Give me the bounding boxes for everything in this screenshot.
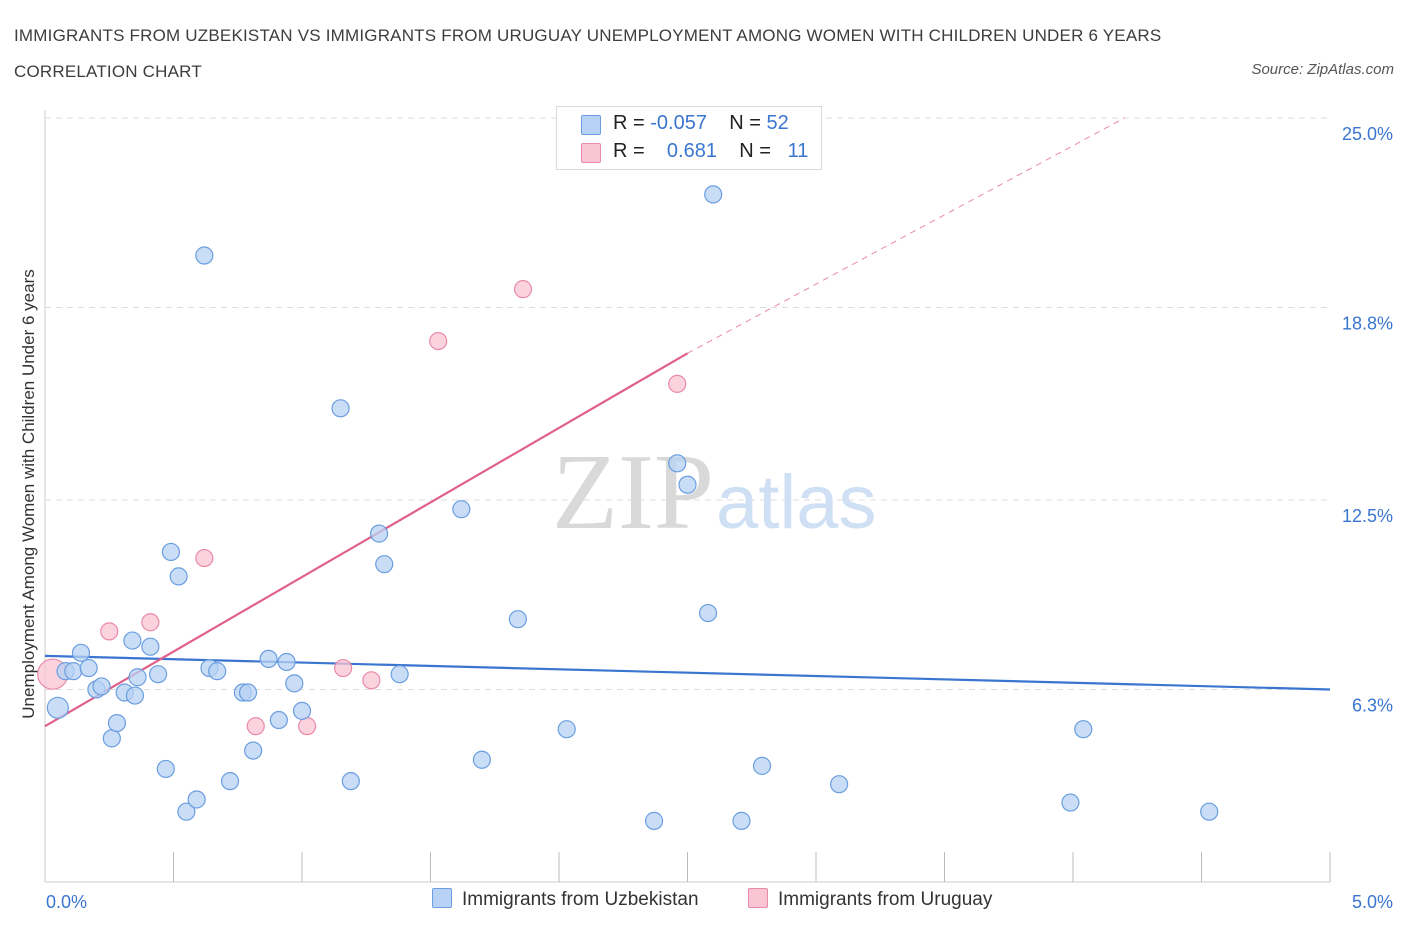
data-point-uzbekistan [148, 665, 168, 684]
data-point-uzbekistan [472, 750, 491, 769]
x-tick-label-min: 0.0% [46, 892, 87, 912]
data-point-uzbekistan [156, 759, 175, 779]
data-point-uruguay [141, 613, 160, 632]
data-point-uruguay [298, 717, 317, 736]
y-tick-label: 25.0% [1342, 124, 1393, 144]
data-point-uzbekistan [220, 772, 240, 791]
y-axis-label: Unemployment Among Women with Children U… [19, 269, 38, 718]
data-point-uzbekistan [123, 631, 142, 650]
legend-r-value-uzbekistan: -0.057 [650, 112, 707, 134]
trend-line-uruguay-extension [687, 117, 1125, 354]
data-point-uzbekistan [508, 610, 527, 629]
data-point-uzbekistan [1200, 802, 1219, 821]
trend-lines [44, 117, 1331, 728]
data-point-uzbekistan [71, 643, 91, 662]
correlation-legend: R = -0.057 N = 52 R = 0.681 N = 11 [556, 106, 822, 170]
watermark: ZIP atlas [552, 433, 877, 552]
x-tick-label-max: 5.0% [1352, 892, 1393, 912]
data-point-uzbekistan [390, 665, 409, 684]
legend-r-label: R = [613, 140, 645, 162]
data-point-uruguay [334, 658, 353, 678]
data-point-uzbekistan [732, 811, 751, 830]
data-point-uzbekistan [292, 701, 312, 720]
data-point-uzbekistan [698, 603, 718, 623]
data-point-uzbekistan [285, 674, 304, 693]
tick-labels: 6.3% 12.5% 18.8% 25.0% 0.0% 5.0% [46, 124, 1393, 912]
data-point-uruguay [195, 548, 214, 568]
data-point-uruguay [246, 717, 265, 736]
legend-n-value-uruguay: 11 [787, 140, 809, 162]
watermark-atlas: atlas [716, 460, 877, 545]
y-tick-label: 12.5% [1342, 506, 1393, 526]
uruguay-legend-swatch [748, 888, 768, 908]
data-point-uzbekistan [557, 720, 576, 739]
data-point-uzbekistan [375, 555, 394, 574]
data-point-uruguay [513, 280, 533, 299]
data-point-uzbekistan [238, 683, 258, 702]
data-point-uzbekistan [125, 686, 145, 705]
data-point-uzbekistan [752, 756, 772, 775]
data-point-uzbekistan [107, 713, 127, 733]
data-point-uzbekistan [102, 729, 121, 748]
data-point-uzbekistan [341, 772, 360, 791]
y-axis-label-group: Unemployment Among Women with Children U… [19, 269, 38, 718]
legend-n-label: N = [729, 112, 761, 134]
uzbekistan-swatch [581, 115, 601, 135]
uzbekistan-legend-swatch [432, 888, 452, 908]
trend-line-uruguay [44, 352, 689, 728]
data-point-uzbekistan [244, 741, 263, 760]
data-point-uzbekistan [141, 637, 160, 656]
legend-r-value-uruguay: 0.681 [666, 140, 717, 162]
data-point-uzbekistan [678, 475, 697, 494]
legend-n-value-uzbekistan: 52 [766, 112, 789, 134]
data-points [37, 185, 1219, 830]
data-point-uzbekistan [1074, 720, 1093, 739]
legend-label-uruguay: Immigrants from Uruguay [778, 889, 993, 910]
legend-item-uruguay: Immigrants from Uruguay [748, 888, 992, 911]
legend-label-uzbekistan: Immigrants from Uzbekistan [462, 889, 699, 910]
trend-line-uzbekistan [44, 654, 1331, 691]
grid-lines [45, 117, 1330, 690]
data-point-uruguay [429, 331, 448, 351]
data-point-uzbekistan [269, 710, 288, 730]
data-point-uzbekistan [704, 185, 723, 204]
data-point-uzbekistan [64, 662, 83, 681]
legend-n-label: N = [739, 140, 771, 162]
data-point-uzbekistan [161, 542, 181, 562]
data-point-uzbekistan [668, 454, 687, 473]
y-tick-label: 6.3% [1352, 695, 1393, 715]
data-point-uzbekistan [277, 652, 296, 672]
data-point-uzbekistan [177, 802, 196, 821]
legend-item-uzbekistan: Immigrants from Uzbekistan [432, 888, 699, 911]
data-point-uruguay [362, 671, 381, 690]
data-point-uzbekistan [128, 668, 147, 687]
data-point-uzbekistan [452, 500, 471, 519]
data-point-uruguay [668, 374, 687, 393]
data-point-uzbekistan [208, 662, 227, 681]
legend-r-label: R = [613, 112, 645, 134]
data-point-uzbekistan [169, 567, 188, 586]
data-point-uzbekistan [370, 524, 389, 543]
data-point-uzbekistan [331, 399, 350, 418]
chart-title: IMMIGRANTS FROM UZBEKISTAN VS IMMIGRANTS… [14, 26, 1162, 81]
data-point-uzbekistan [259, 649, 278, 669]
data-point-uzbekistan [92, 677, 111, 696]
source-label: Source: ZipAtlas.com [1251, 61, 1394, 78]
data-point-uruguay [100, 622, 119, 641]
y-tick-label: 18.8% [1342, 313, 1393, 333]
data-point-uzbekistan [79, 658, 98, 678]
uruguay-swatch [581, 143, 601, 163]
data-point-uzbekistan [46, 696, 69, 719]
axes [44, 110, 1331, 883]
data-point-uzbekistan [187, 790, 206, 809]
data-point-uzbekistan [195, 246, 214, 265]
data-point-uzbekistan [644, 811, 664, 830]
data-point-uzbekistan [1061, 793, 1080, 812]
data-point-uzbekistan [830, 775, 849, 794]
